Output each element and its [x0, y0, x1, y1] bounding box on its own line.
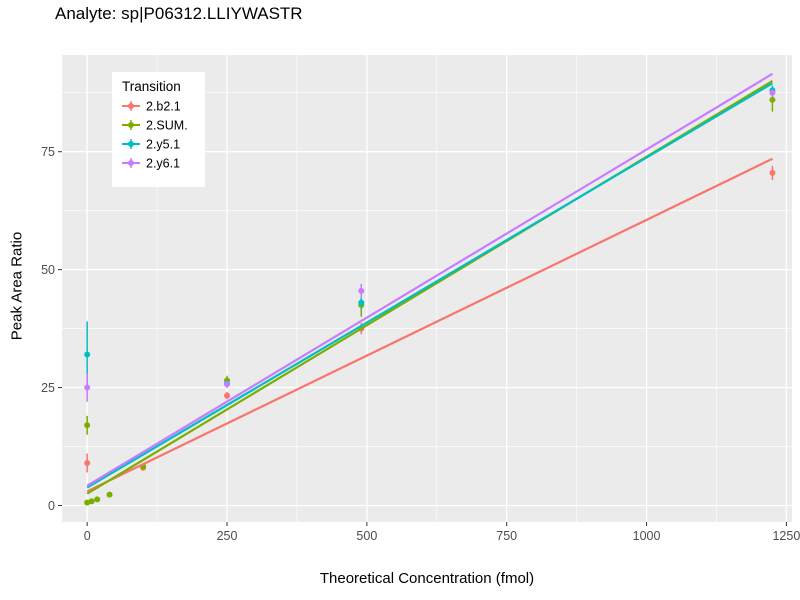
legend-item-label: 2.b2.1 [146, 100, 181, 114]
x-tick-label: 250 [217, 529, 238, 543]
data-point [84, 422, 91, 429]
fit-line [86, 157, 773, 493]
x-axis-title: Theoretical Concentration (fmol) [319, 570, 535, 587]
legend-box [112, 72, 205, 187]
x-tick-label: 1000 [633, 529, 661, 543]
x-tick-label: 500 [356, 529, 377, 543]
x-tick-label: 0 [84, 529, 91, 543]
legend-title: Transition [122, 79, 181, 94]
data-point [84, 460, 91, 467]
data-point [224, 392, 231, 399]
legend-key-point [128, 122, 134, 128]
data-point [94, 496, 101, 503]
data-point [84, 384, 91, 391]
fit-line [86, 82, 773, 489]
x-tick-label: 1250 [772, 529, 800, 543]
data-point [224, 381, 231, 388]
data-point [358, 287, 365, 294]
y-tick-label: 50 [41, 263, 55, 277]
chart-title: Analyte: sp|P06312.LLIYWASTR [55, 4, 303, 23]
data-point [769, 89, 776, 96]
x-tick-label: 750 [496, 529, 517, 543]
legend-key-point [128, 160, 134, 166]
y-tick-label: 25 [41, 381, 55, 395]
data-point [106, 491, 113, 498]
data-point [88, 498, 95, 505]
legend-key-point [128, 141, 134, 147]
y-tick-label: 0 [48, 499, 55, 513]
legend-item-label: 2.SUM. [146, 119, 188, 133]
fit-line [86, 72, 773, 487]
legend-key-point [128, 103, 134, 109]
legend-item-label: 2.y5.1 [146, 138, 180, 152]
legend-item-label: 2.y6.1 [146, 157, 180, 171]
data-point [769, 96, 776, 103]
y-axis-title: Peak Area Ratio [8, 231, 26, 341]
data-point [84, 351, 91, 358]
y-tick-label: 75 [41, 145, 55, 159]
data-point [358, 299, 365, 306]
data-point [769, 169, 776, 176]
